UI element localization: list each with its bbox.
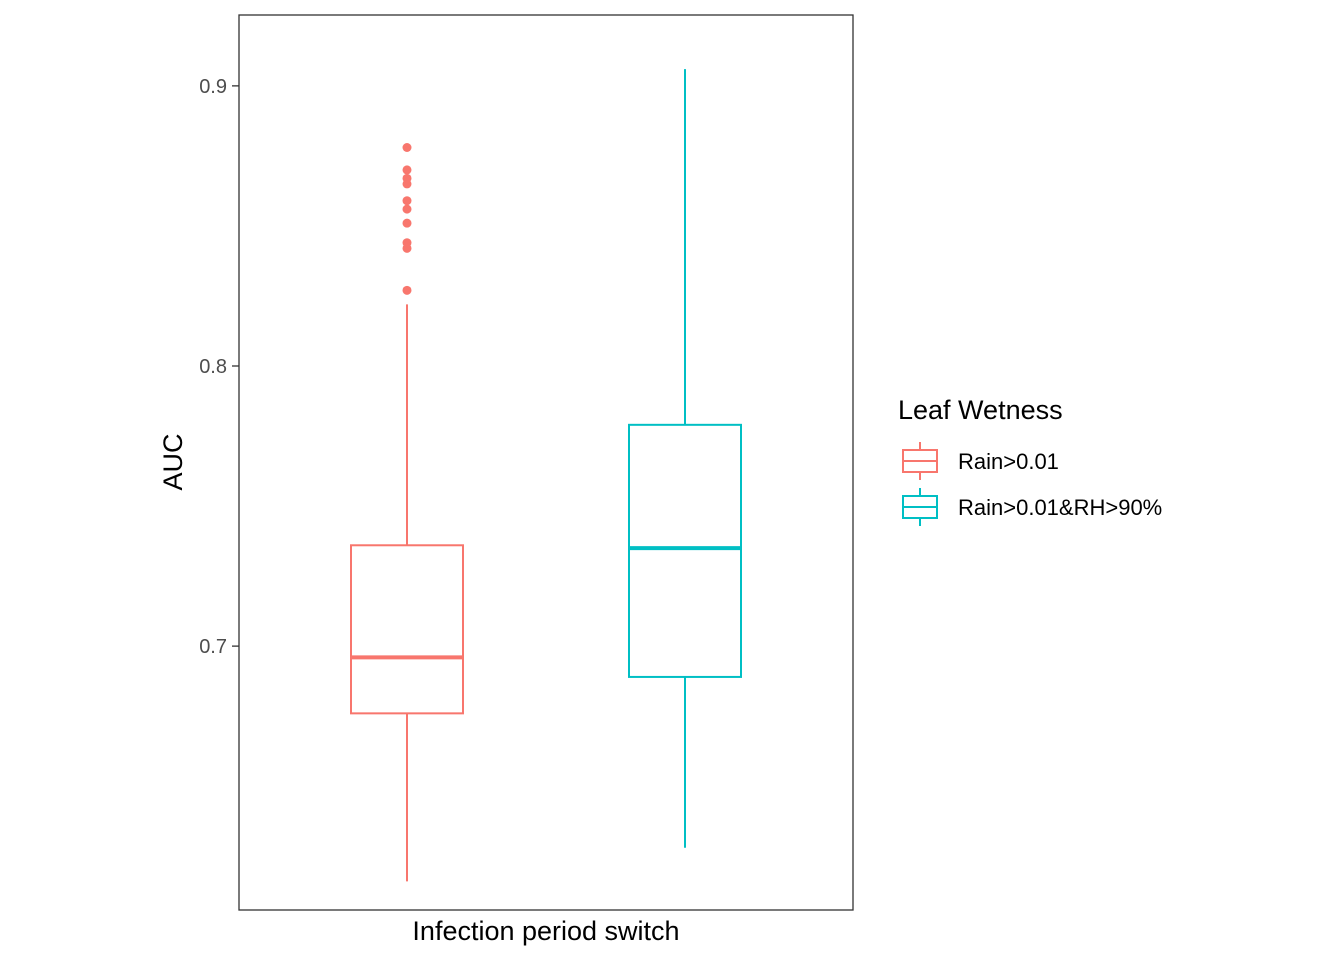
y-tick-label: 0.9	[199, 76, 227, 98]
outlier-point	[402, 142, 412, 152]
outlier-point	[402, 165, 412, 175]
legend-item-1: Rain>0.01	[902, 442, 1059, 480]
y-tick-label: 0.7	[199, 636, 227, 658]
y-axis: 0.7 0.8 0.9	[199, 76, 239, 658]
box-iqr	[628, 423, 742, 678]
y-axis-label: AUC	[158, 433, 188, 490]
box-1	[350, 142, 464, 882]
legend-label: Rain>0.01&RH>90%	[958, 495, 1162, 520]
outlier-point	[402, 204, 412, 214]
legend-label: Rain>0.01	[958, 449, 1059, 474]
box-2	[628, 69, 742, 848]
legend: Leaf Wetness Rain>0.01 Rain>0.01&RH>90%	[898, 395, 1162, 526]
outlier-point	[402, 218, 412, 228]
box-iqr	[350, 544, 464, 715]
y-tick-label: 0.8	[199, 356, 227, 378]
outlier-point	[402, 196, 412, 206]
x-axis-label: Infection period switch	[412, 916, 679, 946]
panel-border	[238, 14, 854, 911]
outlier-point	[402, 173, 412, 183]
plot-panel	[238, 14, 854, 911]
legend-title: Leaf Wetness	[898, 395, 1063, 425]
outlier-point	[402, 285, 412, 295]
legend-item-2: Rain>0.01&RH>90%	[902, 488, 1162, 526]
outlier-point	[402, 238, 412, 248]
